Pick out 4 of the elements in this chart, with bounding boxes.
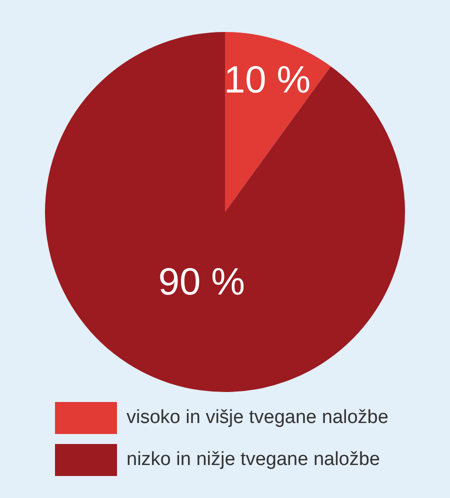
data-label: 10 %	[224, 59, 311, 102]
data-label: 90 %	[158, 261, 245, 304]
legend-label: visoko in višje tvegane naložbe	[126, 407, 388, 428]
legend-label: nizko in nižje tvegane naložbe	[126, 449, 380, 470]
